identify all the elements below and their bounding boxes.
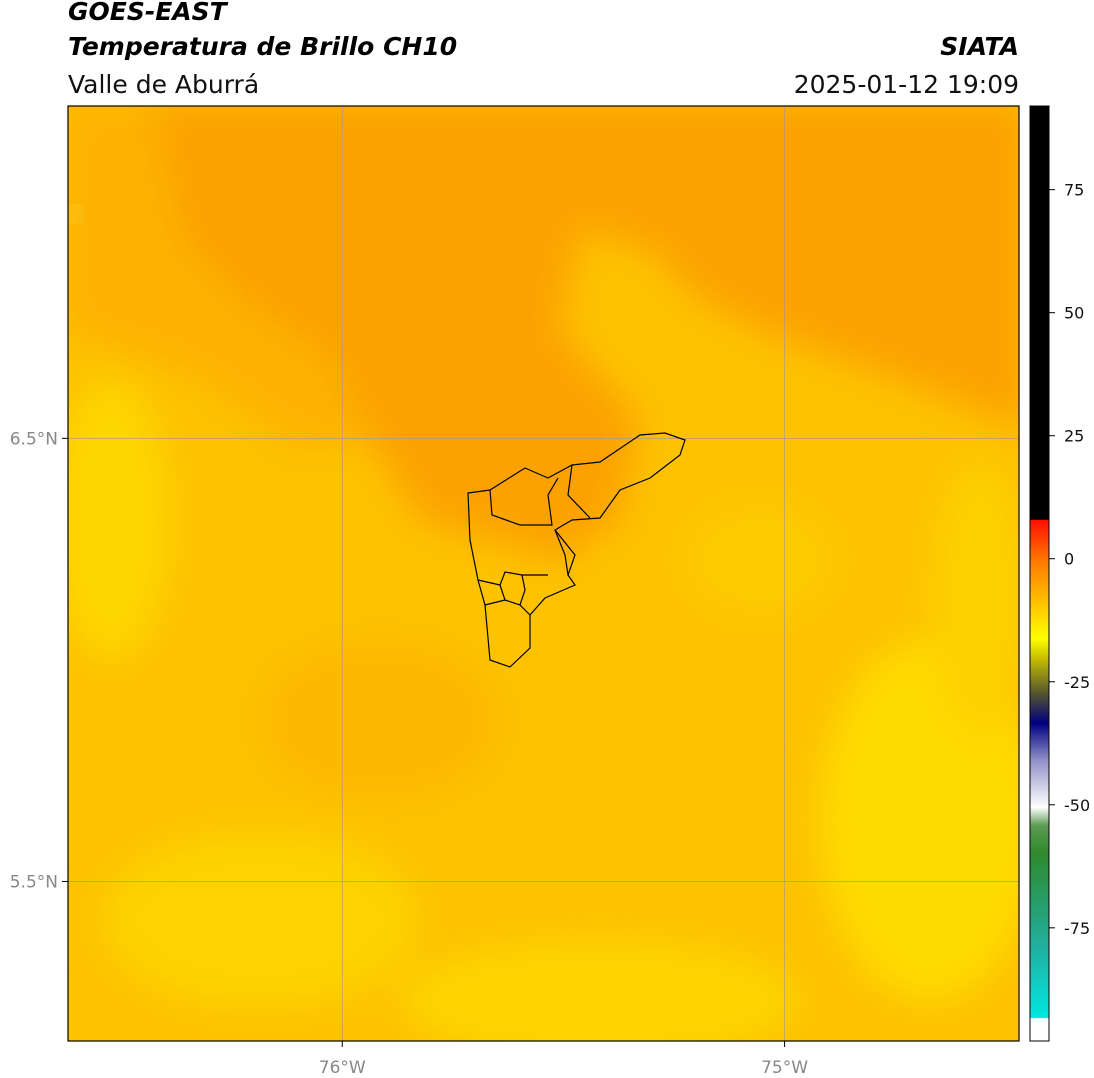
x-tick-label: 76°W — [319, 1058, 366, 1078]
valle-boundary — [467, 432, 686, 668]
colorbar-tick-label: -75 — [1064, 919, 1090, 938]
x-tick-label: 75°W — [761, 1058, 808, 1078]
grid — [68, 106, 1019, 1041]
y-tick-label: 5.5°N — [10, 872, 58, 892]
colorbar-tick-label: 25 — [1064, 427, 1084, 446]
colorbar-tick-label: -25 — [1064, 673, 1090, 692]
region: Valle de Aburrá — [68, 70, 259, 99]
colorbar-tick-label: -50 — [1064, 796, 1090, 815]
map-frame — [67, 105, 1020, 1042]
product: Temperatura de Brillo CH10 — [68, 32, 457, 61]
colorbar-tick-label: 75 — [1064, 181, 1084, 200]
colorbar — [1029, 105, 1050, 1042]
source: SIATA — [940, 32, 1019, 61]
title: GOES-EAST — [68, 0, 229, 26]
y-tick-label: 6.5°N — [10, 429, 58, 449]
timestamp: 2025-01-12 19:09 — [794, 70, 1019, 99]
map-field — [68, 106, 1019, 1041]
colorbar-tick-label: 50 — [1064, 304, 1084, 323]
colorbar-tick-label: 0 — [1064, 550, 1074, 569]
